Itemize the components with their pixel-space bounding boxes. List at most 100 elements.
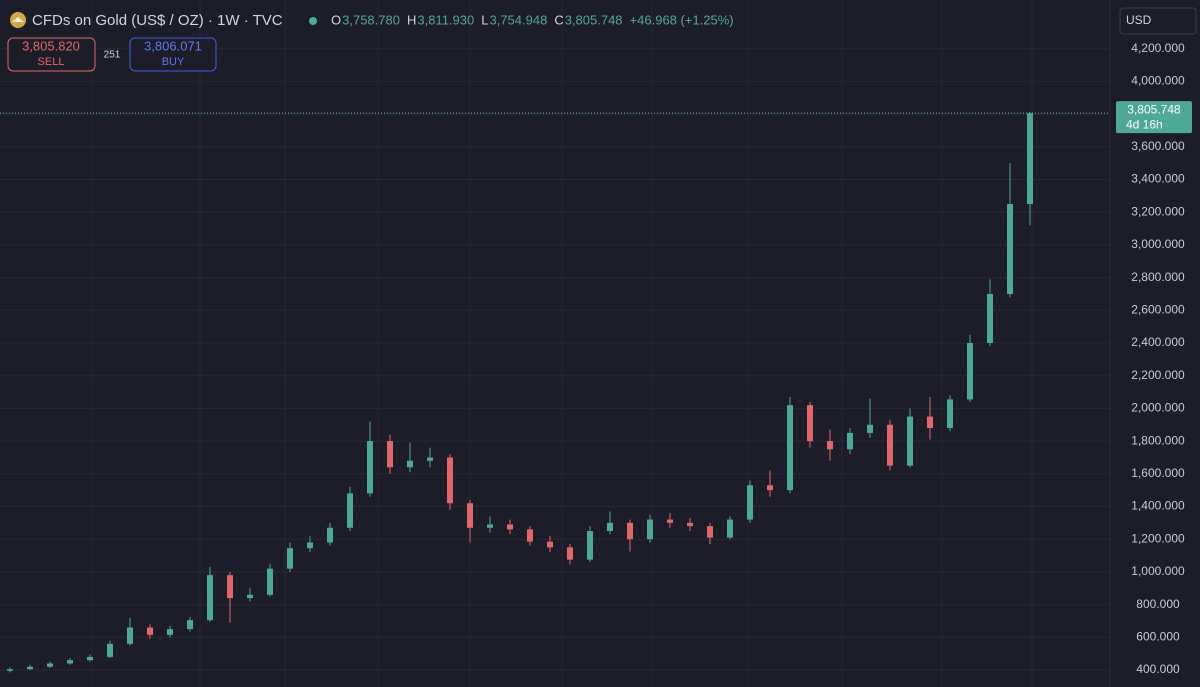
candle-body bbox=[987, 293, 993, 344]
ohlc-change: +46.968 (+1.25%) bbox=[630, 12, 734, 27]
y-tick-label: 3,600.000 bbox=[1131, 139, 1185, 153]
buy-label[interactable]: BUY bbox=[162, 56, 185, 68]
y-tick-label: 1,600.000 bbox=[1131, 466, 1185, 480]
candle-body bbox=[427, 457, 433, 461]
candle-body bbox=[1027, 113, 1033, 205]
y-tick-label: 4,000.000 bbox=[1131, 74, 1185, 88]
y-tick-label: 600.000 bbox=[1136, 629, 1180, 643]
ohlc-legend: O 3,758.780 H 3,811.930 L 3,754.948 C 3,805.748… bbox=[331, 12, 734, 27]
candle-body bbox=[967, 343, 973, 400]
y-tick-label: 3,200.000 bbox=[1131, 204, 1185, 218]
y-tick-label: 1,800.000 bbox=[1131, 433, 1185, 447]
y-tick-label: 3,000.000 bbox=[1131, 237, 1185, 251]
price-axis: 400.000 600.000 800.000 1,000.000 1,200.000 1… bbox=[1116, 41, 1192, 676]
candle-body bbox=[947, 399, 953, 429]
candle-body bbox=[267, 568, 273, 595]
candle-body bbox=[787, 405, 793, 491]
y-tick-label: 800.000 bbox=[1136, 597, 1180, 611]
candle-body bbox=[547, 541, 553, 548]
candle-body bbox=[447, 457, 453, 504]
candle-body bbox=[907, 416, 913, 466]
candle-body bbox=[847, 432, 853, 450]
candle-body bbox=[807, 405, 813, 442]
ohlc-value: 3,754.948 bbox=[489, 12, 547, 27]
spread: 251 bbox=[104, 50, 121, 61]
candle-body bbox=[107, 643, 113, 657]
candle-body bbox=[627, 522, 633, 540]
currency-label[interactable]: USD bbox=[1126, 13, 1152, 27]
candle-body bbox=[67, 660, 73, 664]
last-price-label: 3,805.748 bbox=[1127, 102, 1181, 116]
candle-body bbox=[767, 485, 773, 491]
candle-body bbox=[307, 542, 313, 549]
candle-body bbox=[727, 519, 733, 538]
candle-body bbox=[667, 519, 673, 523]
candle-body bbox=[827, 441, 833, 450]
candle-body bbox=[367, 441, 373, 494]
ohlc-key: H bbox=[407, 12, 416, 27]
candle-body bbox=[487, 524, 493, 528]
y-tick-label: 2,400.000 bbox=[1131, 335, 1185, 349]
candle-body bbox=[507, 524, 513, 530]
symbol-icon-glyph bbox=[12, 17, 24, 22]
candle-body bbox=[607, 522, 613, 532]
countdown: 4d 16h bbox=[1126, 117, 1163, 131]
candle-body bbox=[747, 485, 753, 520]
ohlc-key: L bbox=[481, 12, 488, 27]
ohlc-value: 3,758.780 bbox=[342, 12, 400, 27]
candle-body bbox=[407, 460, 413, 468]
candle-body bbox=[707, 526, 713, 538]
candle-body bbox=[327, 527, 333, 543]
candle-body bbox=[207, 575, 213, 621]
y-tick-label: 400.000 bbox=[1136, 662, 1180, 676]
candle-body bbox=[887, 424, 893, 466]
candle-body bbox=[247, 594, 253, 599]
ohlc-key: O bbox=[331, 12, 341, 27]
y-tick-label: 1,200.000 bbox=[1131, 531, 1185, 545]
ohlc-value: 3,811.930 bbox=[417, 12, 474, 27]
sell-price[interactable]: 3,805.820 bbox=[22, 38, 80, 53]
candle-body bbox=[287, 548, 293, 569]
candle-body bbox=[927, 416, 933, 429]
candle-body bbox=[47, 663, 53, 667]
candle-body bbox=[167, 629, 173, 635]
ohlc-key: C bbox=[554, 12, 563, 27]
candle-body bbox=[187, 620, 193, 630]
y-tick-label: 2,800.000 bbox=[1131, 270, 1185, 284]
y-tick-label: 2,200.000 bbox=[1131, 368, 1185, 382]
y-tick-label: 1,400.000 bbox=[1131, 499, 1185, 513]
currency-button[interactable] bbox=[1119, 7, 1197, 35]
candle-body bbox=[87, 656, 93, 661]
y-tick-label: 4,200.000 bbox=[1131, 41, 1185, 55]
candle-body bbox=[687, 522, 693, 527]
buy-button[interactable] bbox=[129, 37, 217, 72]
sell-label[interactable]: SELL bbox=[38, 56, 65, 68]
y-tick-label: 3,400.000 bbox=[1131, 172, 1185, 186]
last-price-tag bbox=[1116, 101, 1192, 134]
symbol-title: CFDs on Gold (US$ / OZ) · 1W · TVC bbox=[32, 12, 283, 29]
status-dot bbox=[309, 17, 317, 25]
buy-price[interactable]: 3,806.071 bbox=[144, 38, 202, 53]
y-tick-label: 2,600.000 bbox=[1131, 302, 1185, 316]
grid bbox=[0, 0, 1110, 687]
candle-body bbox=[27, 666, 33, 670]
candle-body bbox=[527, 529, 533, 542]
candle-body bbox=[147, 627, 153, 635]
candle-body bbox=[647, 519, 653, 540]
candle-body bbox=[867, 424, 873, 433]
candle-body bbox=[127, 627, 133, 644]
y-tick-label: 2,000.000 bbox=[1131, 401, 1185, 415]
candle-body bbox=[227, 575, 233, 599]
y-tick-label: 1,000.000 bbox=[1131, 564, 1185, 578]
candle-body bbox=[587, 531, 593, 560]
candle-body bbox=[467, 503, 473, 528]
plot bbox=[0, 112, 1110, 673]
sell-button[interactable] bbox=[7, 37, 96, 72]
candle-body bbox=[387, 441, 393, 468]
candle-body bbox=[567, 547, 573, 560]
candle-body bbox=[7, 669, 13, 671]
candle-body bbox=[1007, 204, 1013, 294]
candle-body bbox=[347, 493, 353, 528]
